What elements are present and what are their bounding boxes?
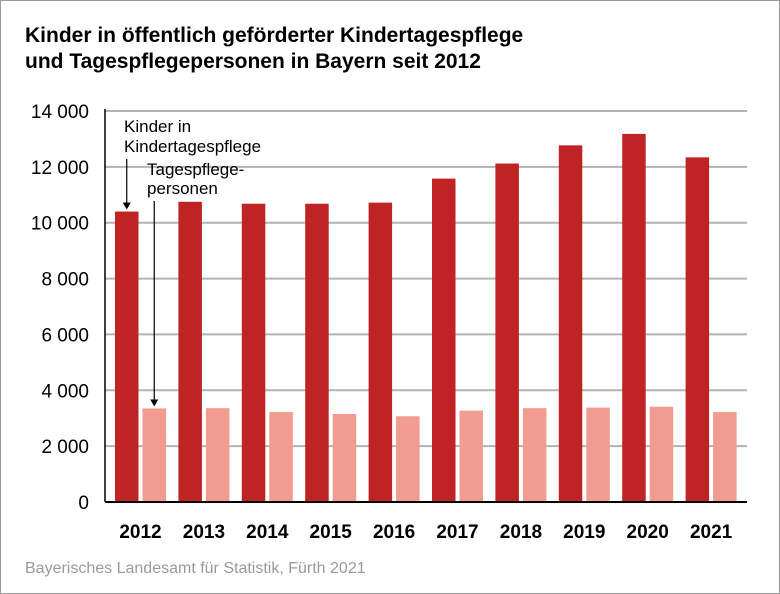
bar-tagespflegepersonen (522, 408, 547, 502)
bar-tagespflegepersonen (142, 408, 166, 502)
y-tick-label: 8 000 (41, 270, 89, 291)
y-tick-label: 14 000 (31, 102, 89, 123)
x-tick-label: 2015 (310, 522, 353, 543)
annotation-personen-line-2: personen (147, 179, 218, 198)
x-tick-label: 2020 (627, 522, 669, 543)
source-note: Bayerisches Landesamt für Statistik, Für… (25, 560, 366, 577)
bar-tagespflegepersonen (713, 412, 737, 502)
y-tick-label: 12 000 (31, 158, 89, 179)
bar-kinder (178, 201, 202, 502)
x-tick-label: 2021 (690, 522, 733, 543)
x-tick-label: 2012 (119, 522, 161, 543)
bar-kinder (558, 145, 583, 502)
bar-kinder (305, 203, 329, 503)
chart-title: Kinder in öffentlich geförderter Kindert… (25, 23, 523, 75)
arrow-personen-head (150, 399, 159, 407)
arrow-kinder-head (122, 202, 131, 210)
bar-tagespflegepersonen (649, 406, 674, 502)
bar-tagespflegepersonen (269, 412, 293, 502)
bar-tagespflegepersonen (205, 408, 230, 502)
bar-kinder (115, 211, 139, 503)
y-tick-label: 2 000 (41, 437, 89, 458)
bar-kinder (241, 203, 266, 503)
bar-kinder (685, 157, 710, 502)
bar-kinder (622, 133, 646, 502)
annotation-kinder-line-1: Kinder in (124, 117, 191, 136)
annotation-kinder-line-2: Kindertagespflege (124, 137, 261, 156)
title-line-2: und Tagespflegepersonen in Bayern seit 2… (25, 50, 481, 73)
annotation-personen-line-1: Tagespflege- (147, 160, 244, 179)
y-tick-label: 10 000 (31, 214, 89, 235)
y-tick-label: 0 (78, 493, 89, 514)
bar-kinder (432, 178, 456, 502)
x-tick-label: 2017 (436, 522, 478, 543)
bar-tagespflegepersonen (396, 416, 420, 502)
x-tick-label: 2019 (563, 522, 605, 543)
y-tick-label: 4 000 (41, 381, 89, 402)
bar-kinder (495, 163, 519, 502)
bar-tagespflegepersonen (332, 414, 357, 502)
y-tick-label: 6 000 (41, 325, 89, 346)
title-line-1: Kinder in öffentlich geförderter Kindert… (25, 24, 524, 47)
x-tick-label: 2016 (373, 522, 415, 543)
bar-kinder (368, 202, 393, 502)
x-tick-label: 2013 (183, 522, 225, 543)
bar-tagespflegepersonen (586, 407, 610, 502)
x-tick-label: 2014 (246, 522, 289, 543)
x-tick-label: 2018 (500, 522, 542, 543)
bar-tagespflegepersonen (459, 410, 483, 502)
